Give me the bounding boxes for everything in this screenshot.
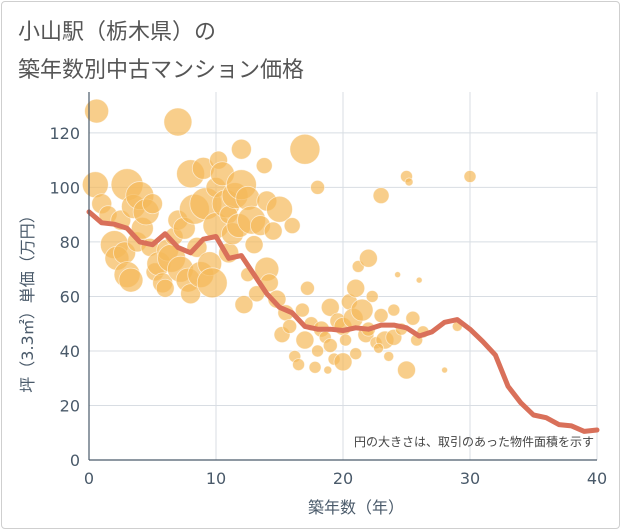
data-bubble bbox=[404, 177, 414, 187]
data-bubble bbox=[387, 303, 401, 317]
data-bubble bbox=[333, 352, 353, 372]
trend-layer bbox=[86, 209, 600, 434]
data-bubble bbox=[244, 235, 264, 255]
data-bubble bbox=[263, 221, 283, 241]
x-tick-label: 10 bbox=[206, 469, 226, 488]
data-bubble bbox=[163, 107, 193, 137]
data-bubble bbox=[196, 267, 228, 299]
x-tick-label: 30 bbox=[460, 469, 480, 488]
data-bubble bbox=[282, 319, 298, 334]
data-bubble bbox=[234, 295, 254, 315]
x-axis-label: 築年数（年） bbox=[308, 498, 404, 517]
y-tick-label: 100 bbox=[49, 178, 80, 197]
data-bubble bbox=[346, 278, 366, 298]
y-tick-label: 0 bbox=[70, 451, 80, 470]
x-tick-label: 0 bbox=[84, 469, 94, 488]
data-bubble bbox=[295, 330, 315, 350]
data-bubble bbox=[118, 267, 144, 293]
data-bubble bbox=[365, 290, 379, 303]
data-bubble bbox=[310, 180, 326, 195]
data-bubble bbox=[373, 342, 384, 354]
data-bubble bbox=[394, 271, 402, 279]
axes-layer: 0 20 40 60 80 100 120 0 10 20 30 40 bbox=[49, 92, 607, 488]
data-bubble bbox=[320, 297, 340, 317]
data-bubble bbox=[323, 365, 333, 375]
data-bubble bbox=[372, 187, 390, 204]
data-bubble bbox=[300, 280, 315, 296]
data-bubble bbox=[311, 344, 325, 358]
y-tick-label: 60 bbox=[60, 287, 80, 306]
data-bubble bbox=[308, 360, 322, 374]
data-bubble bbox=[463, 170, 477, 183]
size-note: 円の大きさは、取引のあった物件面積を示す bbox=[354, 434, 594, 449]
data-bubble bbox=[255, 157, 273, 175]
data-bubble bbox=[383, 351, 395, 362]
data-bubble bbox=[289, 133, 321, 165]
data-bubble bbox=[84, 98, 110, 124]
trend-line bbox=[86, 209, 600, 434]
y-tick-label: 120 bbox=[49, 124, 80, 143]
data-bubble bbox=[230, 138, 252, 160]
y-tick-label: 20 bbox=[60, 396, 80, 415]
y-axis-label: 坪（3.3㎡）単価（万円） bbox=[18, 207, 37, 392]
chart-title-line2: 築年数別中古マンション価格 bbox=[18, 58, 305, 83]
data-bubble bbox=[349, 347, 363, 361]
y-tick-label: 40 bbox=[60, 342, 80, 361]
data-bubble bbox=[180, 283, 202, 305]
x-tick-label: 40 bbox=[587, 469, 607, 488]
data-bubble bbox=[292, 358, 305, 371]
data-bubble bbox=[373, 308, 389, 323]
data-bubble bbox=[283, 217, 301, 234]
data-bubble bbox=[358, 248, 378, 268]
data-bubble bbox=[155, 278, 175, 298]
data-bubble bbox=[405, 310, 421, 326]
data-bubble bbox=[322, 338, 338, 353]
data-bubble bbox=[266, 195, 293, 223]
data-bubble bbox=[339, 333, 352, 347]
data-bubble bbox=[415, 276, 423, 284]
x-tick-label: 20 bbox=[333, 469, 353, 488]
chart-title-line1: 小山駅（栃木県）の bbox=[18, 20, 217, 45]
data-bubble bbox=[350, 298, 374, 322]
y-tick-label: 80 bbox=[60, 233, 80, 252]
data-bubble bbox=[294, 302, 310, 318]
data-bubble bbox=[142, 193, 163, 215]
data-bubble bbox=[397, 360, 416, 380]
data-bubble bbox=[441, 366, 449, 374]
